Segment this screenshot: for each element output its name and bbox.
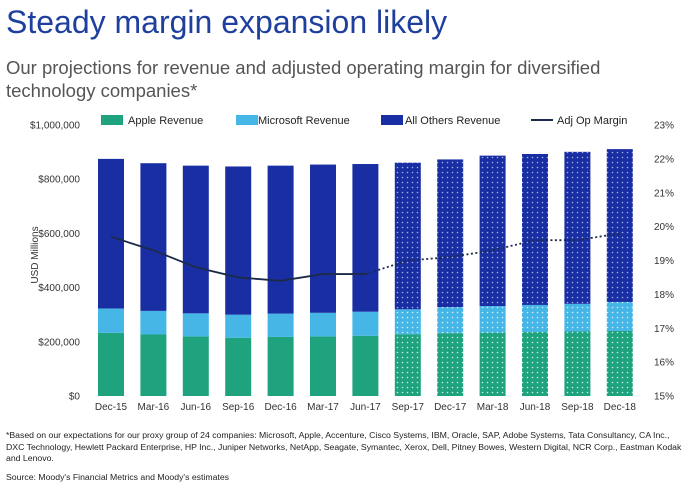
y-axis-title: USD Millions bbox=[30, 226, 41, 283]
footnote: *Based on our expectations for our proxy… bbox=[6, 430, 682, 463]
y-tick-label: $800,000 bbox=[38, 175, 80, 186]
margin-line bbox=[110, 232, 620, 282]
y2-tick-label: 18% bbox=[654, 290, 674, 301]
x-tick-label: Dec-18 bbox=[604, 402, 637, 413]
bar-others bbox=[522, 153, 548, 305]
bar-microsoft bbox=[225, 314, 252, 338]
bar-others bbox=[437, 159, 464, 308]
y-axis-ticks: $0 $200,000 $400,000 $600,000 $800,000 $1,000… bbox=[30, 121, 80, 403]
y-tick-label: $1,000,000 bbox=[30, 121, 80, 132]
x-tick-label: Dec-17 bbox=[434, 402, 467, 413]
bar-apple bbox=[522, 332, 548, 396]
source-note: Source: Moody's Financial Metrics and Mo… bbox=[6, 472, 230, 482]
x-tick-label: Dec-15 bbox=[95, 402, 128, 413]
bar-microsoft bbox=[522, 304, 548, 333]
legend-label-microsoft: Microsoft Revenue bbox=[258, 115, 350, 127]
bar-microsoft bbox=[394, 309, 421, 335]
y-tick-label: $600,000 bbox=[38, 229, 80, 240]
bar-microsoft bbox=[564, 303, 591, 332]
bar-apple bbox=[606, 330, 633, 396]
bar-apple bbox=[225, 337, 252, 396]
bar-microsoft bbox=[267, 313, 294, 337]
bar-others bbox=[606, 149, 633, 302]
bar-others bbox=[479, 155, 506, 307]
bar-microsoft bbox=[182, 313, 209, 337]
legend-label-others: All Others Revenue bbox=[405, 115, 500, 127]
bar-apple bbox=[394, 334, 421, 396]
bar-apple bbox=[479, 332, 506, 396]
y2-tick-label: 16% bbox=[654, 358, 674, 369]
y-tick-label: $200,000 bbox=[38, 337, 80, 348]
y2-tick-label: 23% bbox=[654, 121, 674, 132]
bars bbox=[98, 149, 633, 396]
bar-others bbox=[182, 165, 209, 314]
x-tick-label: Mar-18 bbox=[477, 402, 509, 413]
bar-microsoft bbox=[606, 301, 633, 331]
chart-title: Steady margin expansion likely bbox=[6, 4, 448, 40]
x-tick-label: Sep-17 bbox=[392, 402, 425, 413]
x-tick-label: Jun-17 bbox=[350, 402, 381, 413]
bar-apple bbox=[564, 331, 591, 396]
bar-microsoft bbox=[310, 312, 336, 337]
x-tick-label: Sep-16 bbox=[222, 402, 255, 413]
x-axis-ticks: Dec-15 Mar-16 Jun-16 Sep-16 Dec-16 Mar-17 Jun-… bbox=[95, 402, 636, 413]
legend-label-margin: Adj Op Margin bbox=[557, 115, 627, 127]
y2-axis-ticks: 15% 16% 17% 18% 19% 20% 21% 22% 23% bbox=[654, 121, 674, 403]
y-tick-label: $400,000 bbox=[38, 283, 80, 294]
y2-tick-label: 19% bbox=[654, 256, 674, 267]
bar-others bbox=[564, 151, 591, 304]
x-tick-label: Jun-18 bbox=[520, 402, 551, 413]
y2-tick-label: 17% bbox=[654, 324, 674, 335]
legend: Apple Revenue Microsoft Revenue All Othe… bbox=[101, 115, 627, 127]
x-tick-label: Sep-18 bbox=[561, 402, 594, 413]
bar-others bbox=[140, 163, 167, 311]
legend-swatch-apple bbox=[101, 115, 123, 125]
x-tick-label: Mar-17 bbox=[307, 402, 339, 413]
bar-apple bbox=[352, 335, 379, 396]
bar-others bbox=[98, 158, 124, 309]
bar-microsoft bbox=[437, 307, 464, 334]
x-tick-label: Dec-16 bbox=[264, 402, 297, 413]
bar-others bbox=[352, 164, 379, 312]
legend-swatch-others bbox=[381, 115, 403, 125]
bar-microsoft bbox=[479, 306, 506, 333]
bar-apple bbox=[267, 336, 294, 396]
chart: Apple Revenue Microsoft Revenue All Othe… bbox=[30, 115, 674, 413]
bar-apple bbox=[140, 334, 167, 396]
x-tick-label: Mar-16 bbox=[138, 402, 170, 413]
y2-tick-label: 21% bbox=[654, 188, 674, 199]
chart-subtitle: Our projections for revenue and adjusted… bbox=[6, 57, 601, 101]
y-tick-label: $0 bbox=[69, 392, 81, 403]
legend-swatch-microsoft bbox=[236, 115, 258, 125]
bar-microsoft bbox=[98, 308, 124, 333]
bar-others bbox=[225, 166, 252, 315]
bar-others bbox=[267, 165, 294, 314]
bar-apple bbox=[437, 333, 464, 396]
y2-tick-label: 15% bbox=[654, 392, 674, 403]
y2-tick-label: 20% bbox=[654, 222, 674, 233]
y2-tick-label: 22% bbox=[654, 154, 674, 165]
legend-label-apple: Apple Revenue bbox=[128, 115, 203, 127]
bar-apple bbox=[182, 336, 209, 396]
bar-microsoft bbox=[352, 311, 379, 336]
margin-line-historical bbox=[110, 235, 366, 282]
bar-apple bbox=[310, 336, 336, 396]
bar-microsoft bbox=[140, 310, 167, 335]
x-tick-label: Jun-16 bbox=[181, 402, 212, 413]
bar-apple bbox=[98, 332, 124, 396]
bar-others bbox=[310, 164, 336, 313]
bar-others bbox=[394, 162, 421, 310]
